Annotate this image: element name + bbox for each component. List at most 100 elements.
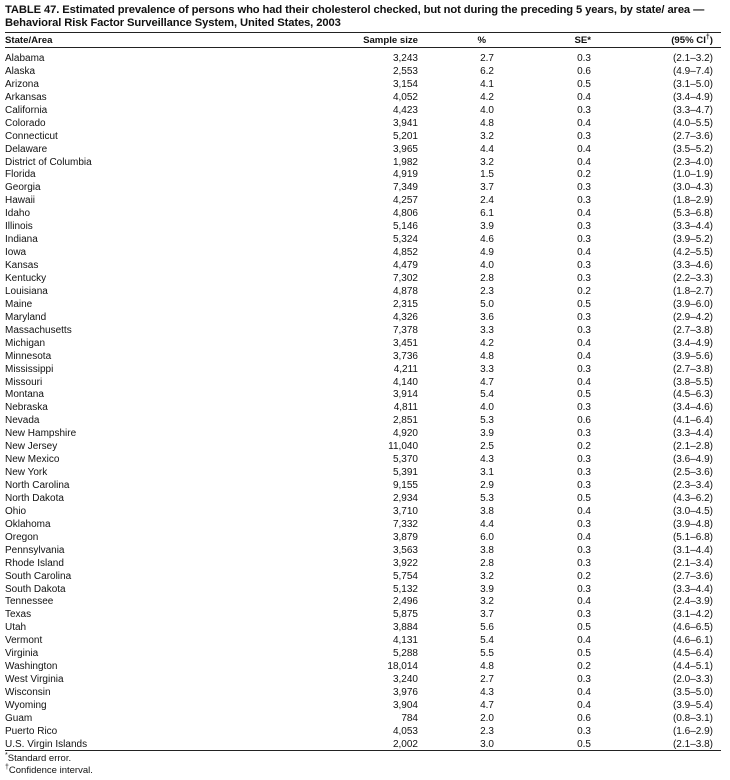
table-row: Georgia 7,349 3.7 0.3 (3.0–4.3) <box>5 181 721 194</box>
cell-sample-size: 4,806 <box>392 208 418 220</box>
cell-ci: (3.1–4.2) <box>672 609 713 621</box>
cell-ci: (2.5–3.6) <box>672 467 713 479</box>
cell-se: 0.5 <box>577 78 591 90</box>
cell-state: Connecticut <box>5 130 58 142</box>
cell-se: 0.3 <box>577 221 591 233</box>
cell-percent: 2.4 <box>480 195 494 207</box>
cell-se: 0.3 <box>577 609 591 621</box>
table-row: Alaska 2,553 6.2 0.6 (4.9–7.4) <box>5 65 721 78</box>
cell-sample-size: 4,131 <box>392 635 418 647</box>
cell-se: 0.3 <box>577 182 591 194</box>
cell-state: Michigan <box>5 337 46 349</box>
cell-sample-size: 3,976 <box>392 687 418 699</box>
cell-ci: (3.3–4.4) <box>672 221 713 233</box>
table-row: Florida 4,919 1.5 0.2 (1.0–1.9) <box>5 168 721 181</box>
cell-percent: 4.3 <box>480 687 494 699</box>
cell-state: Pennsylvania <box>5 544 65 556</box>
top-rule <box>5 32 721 34</box>
cell-percent: 4.9 <box>480 247 494 259</box>
cell-state: Missouri <box>5 376 43 388</box>
cell-state: New Hampshire <box>5 428 77 440</box>
cell-sample-size: 7,349 <box>392 182 418 194</box>
table-row: U.S. Virgin Islands 2,002 3.0 0.5 (2.1–3.8) <box>5 738 721 751</box>
table-row: South Dakota 5,132 3.9 0.3 (3.3–4.4) <box>5 583 721 596</box>
cell-ci: (4.5–6.3) <box>672 389 713 401</box>
cell-se: 0.3 <box>577 272 591 284</box>
table-row: Vermont 4,131 5.4 0.4 (4.6–6.1) <box>5 634 721 647</box>
cell-percent: 3.1 <box>480 467 494 479</box>
table-title: TABLE 47. Estimated prevalence of person… <box>5 4 705 29</box>
cell-ci: (5.1–6.8) <box>672 531 713 543</box>
cell-se: 0.6 <box>577 65 591 77</box>
cell-sample-size: 3,451 <box>392 337 418 349</box>
cell-state: Illinois <box>5 221 33 233</box>
cell-se: 0.5 <box>577 648 591 660</box>
cell-state: Wyoming <box>5 700 47 711</box>
cell-se: 0.5 <box>577 738 591 750</box>
table-row: Ohio 3,710 3.8 0.4 (3.0–4.5) <box>5 505 721 518</box>
table-row: Idaho 4,806 6.1 0.4 (5.3–6.8) <box>5 207 721 220</box>
cell-se: 0.3 <box>577 428 591 440</box>
table-row: New Hampshire 4,920 3.9 0.3 (3.3–4.4) <box>5 427 721 440</box>
cell-se: 0.6 <box>577 415 591 427</box>
header-se-label: SE <box>574 35 588 46</box>
cell-ci: (2.9–4.2) <box>672 311 713 323</box>
table-row: New Jersey 11,040 2.5 0.2 (2.1–2.8) <box>5 440 721 453</box>
cell-ci: (3.4–4.9) <box>672 337 713 349</box>
table-row: Arizona 3,154 4.1 0.5 (3.1–5.0) <box>5 78 721 91</box>
cell-state: Guam <box>5 712 33 724</box>
cell-sample-size: 2,002 <box>392 738 418 750</box>
cell-ci: (3.3–4.7) <box>672 104 713 116</box>
cell-state: Florida <box>5 169 36 181</box>
header-se-mark: * <box>587 35 591 46</box>
cell-sample-size: 9,155 <box>392 480 418 492</box>
cell-sample-size: 3,563 <box>392 544 418 556</box>
cell-se: 0.5 <box>577 492 591 504</box>
cell-sample-size: 4,919 <box>392 169 418 181</box>
cell-sample-size: 1,982 <box>392 156 418 168</box>
cell-ci: (2.3–4.0) <box>672 156 713 168</box>
cell-percent: 5.0 <box>480 298 494 310</box>
header-ci: (95% CI†) <box>671 34 713 47</box>
cell-state: Kansas <box>5 260 39 272</box>
cell-state: Oregon <box>5 531 39 543</box>
cell-state: Iowa <box>5 247 27 259</box>
cell-ci: (3.8–5.5) <box>672 376 713 388</box>
cell-sample-size: 7,378 <box>392 324 418 336</box>
table-row: Connecticut 5,201 3.2 0.3 (2.7–3.6) <box>5 130 721 143</box>
cell-sample-size: 3,914 <box>392 389 418 401</box>
cell-ci: (3.3–4.6) <box>672 260 713 272</box>
table-row: North Dakota 2,934 5.3 0.5 (4.3–6.2) <box>5 492 721 505</box>
cell-state: West Virginia <box>5 674 64 686</box>
cell-ci: (3.5–5.0) <box>672 687 713 699</box>
cell-percent: 4.0 <box>480 402 494 414</box>
cell-ci: (2.4–3.9) <box>672 596 713 608</box>
cell-sample-size: 4,053 <box>392 725 418 737</box>
cell-percent: 4.7 <box>480 700 494 711</box>
cell-sample-size: 4,423 <box>392 104 418 116</box>
table-row: Utah 3,884 5.6 0.5 (4.6–6.5) <box>5 621 721 634</box>
cell-sample-size: 7,302 <box>392 272 418 284</box>
cell-se: 0.4 <box>577 531 591 543</box>
cell-sample-size: 5,324 <box>392 234 418 246</box>
cell-state: Puerto Rico <box>5 725 58 737</box>
cell-se: 0.4 <box>577 687 591 699</box>
cell-state: California <box>5 104 48 116</box>
cell-sample-size: 3,879 <box>392 531 418 543</box>
cell-state: Mississippi <box>5 363 54 375</box>
cell-se: 0.2 <box>577 570 591 582</box>
cell-ci: (3.9–5.2) <box>672 234 713 246</box>
cell-state: Wisconsin <box>5 687 51 699</box>
table-header: State/Area Sample size % SE* (95% CI†) <box>5 34 721 47</box>
cell-percent: 3.2 <box>480 130 494 142</box>
cell-sample-size: 3,243 <box>392 53 418 64</box>
cell-percent: 4.8 <box>480 117 494 129</box>
cell-state: Indiana <box>5 234 38 246</box>
cell-ci: (1.0–1.9) <box>672 169 713 181</box>
cell-se: 0.3 <box>577 363 591 375</box>
cell-percent: 5.5 <box>480 648 494 660</box>
cell-state: Delaware <box>5 143 48 155</box>
cell-percent: 3.0 <box>480 738 494 750</box>
cell-state: U.S. Virgin Islands <box>5 738 88 750</box>
cell-percent: 1.5 <box>480 169 494 181</box>
